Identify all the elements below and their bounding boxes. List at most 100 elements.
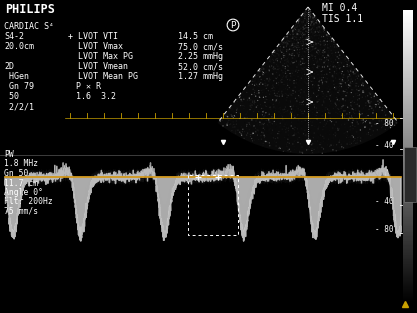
Point <box>251 85 257 90</box>
Point <box>314 92 321 97</box>
Point <box>355 119 362 124</box>
Point <box>294 21 301 26</box>
Point <box>318 75 325 80</box>
Point <box>225 123 232 128</box>
Point <box>330 58 337 63</box>
Point <box>306 17 313 22</box>
Point <box>317 38 324 44</box>
Point <box>310 29 317 34</box>
Point <box>290 36 297 41</box>
Point <box>310 39 317 44</box>
Point <box>273 122 280 127</box>
Point <box>341 131 347 136</box>
Point <box>226 118 232 123</box>
Point <box>329 39 336 44</box>
Point <box>284 32 291 37</box>
Point <box>312 54 319 59</box>
Point <box>295 63 301 68</box>
Point <box>271 54 278 59</box>
Point <box>284 113 290 118</box>
Point <box>301 16 308 21</box>
Point <box>304 42 310 47</box>
Point <box>303 108 310 113</box>
Point <box>281 124 287 129</box>
Point <box>320 42 327 47</box>
Point <box>296 45 303 50</box>
Point <box>295 61 301 66</box>
Text: m: m <box>405 166 409 172</box>
Point <box>339 144 345 149</box>
Point <box>317 55 324 60</box>
Point <box>285 125 291 130</box>
Point <box>306 43 312 48</box>
Point <box>294 32 301 37</box>
Point <box>321 38 327 43</box>
Point <box>333 100 340 105</box>
Point <box>281 148 287 153</box>
Point <box>319 42 326 47</box>
Point <box>354 137 361 142</box>
Point <box>296 52 302 57</box>
Point <box>322 80 329 85</box>
Point <box>337 80 343 85</box>
Point <box>304 24 310 29</box>
Point <box>311 135 317 140</box>
Point <box>322 39 329 44</box>
Point <box>341 59 347 64</box>
Point <box>330 114 337 119</box>
Point <box>322 37 329 42</box>
Point <box>254 103 261 108</box>
Point <box>280 40 286 45</box>
Point <box>311 25 318 30</box>
Point <box>327 116 334 121</box>
Point <box>311 30 318 35</box>
Point <box>284 122 291 127</box>
Point <box>304 30 311 35</box>
Point <box>294 36 300 41</box>
Point <box>252 94 259 99</box>
Point <box>270 88 276 93</box>
Point <box>291 49 298 54</box>
Point <box>255 94 261 99</box>
Point <box>254 78 260 83</box>
Point <box>314 117 320 122</box>
Point <box>281 140 288 145</box>
Point <box>262 81 269 86</box>
Point <box>270 105 277 110</box>
Point <box>294 23 301 28</box>
Point <box>301 88 308 93</box>
Point <box>291 88 298 93</box>
Point <box>307 78 314 83</box>
Point <box>251 79 258 84</box>
Point <box>337 59 344 64</box>
Point <box>342 121 348 126</box>
Point <box>258 114 264 119</box>
Point <box>293 98 300 103</box>
Point <box>327 35 334 40</box>
Point <box>306 26 313 31</box>
Point <box>338 142 344 147</box>
Point <box>307 38 314 44</box>
Point <box>302 97 309 102</box>
Point <box>306 119 312 124</box>
Point <box>368 108 374 113</box>
Point <box>290 27 296 32</box>
Point <box>306 84 313 89</box>
Point <box>238 100 244 105</box>
Point <box>259 85 266 90</box>
Point <box>292 23 299 28</box>
Point <box>300 31 306 36</box>
Point <box>332 81 338 86</box>
Point <box>318 90 325 95</box>
Point <box>274 85 280 90</box>
Point <box>314 59 321 64</box>
Point <box>277 121 284 126</box>
Point <box>275 56 281 61</box>
Point <box>299 56 306 61</box>
Point <box>266 79 272 84</box>
Point <box>359 118 365 123</box>
Point <box>367 124 374 129</box>
Point <box>309 16 316 21</box>
Point <box>313 63 320 68</box>
Point <box>348 125 354 130</box>
